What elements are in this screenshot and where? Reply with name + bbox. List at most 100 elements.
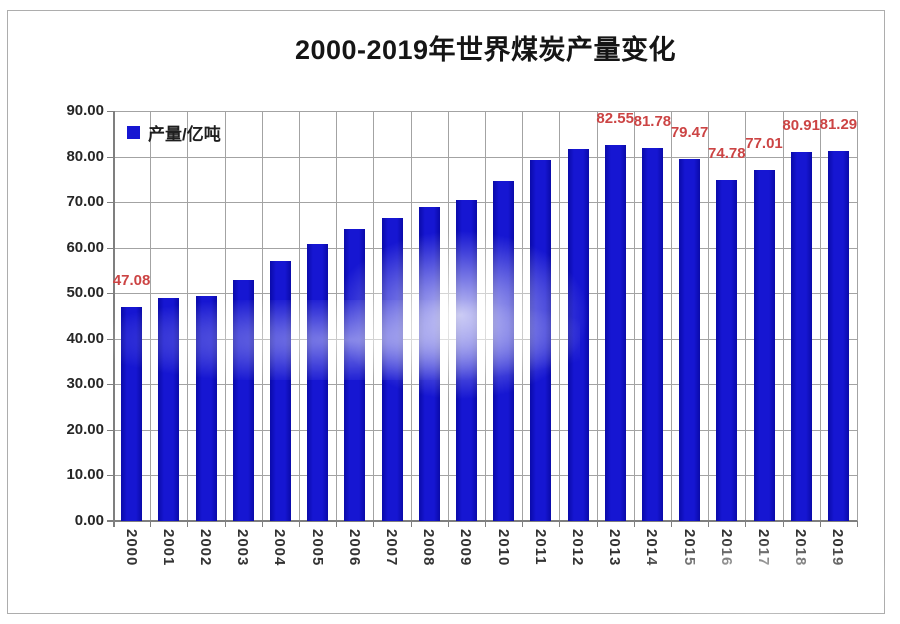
bar-2015 <box>679 158 701 521</box>
v-gridline-9 <box>447 111 449 521</box>
x-tick-8 <box>410 521 412 527</box>
bar-2003 <box>232 279 254 521</box>
x-label-2007: 2007 <box>383 529 400 567</box>
x-tick-1 <box>150 521 152 527</box>
data-label-2015: 79.47 <box>670 123 709 141</box>
y-tick-2 <box>107 429 113 431</box>
y-tick-9 <box>107 111 113 112</box>
y-label-20.00: 20.00 <box>66 420 104 438</box>
bar-2018 <box>790 152 812 521</box>
y-label-70.00: 70.00 <box>66 193 104 211</box>
v-gridline-14 <box>633 111 635 521</box>
y-tick-1 <box>107 475 113 477</box>
x-label-2006: 2006 <box>345 529 363 567</box>
bar-2001 <box>158 298 180 521</box>
bar-2012 <box>567 149 589 521</box>
bar-2002 <box>195 295 217 521</box>
bar-2013 <box>604 144 626 521</box>
y-tick-6 <box>107 247 113 249</box>
x-label-2001: 2001 <box>159 529 177 567</box>
x-label-2019: 2019 <box>829 529 847 567</box>
x-label-2004: 2004 <box>271 529 289 567</box>
data-label-2019: 81.29 <box>819 115 858 133</box>
y-tick-8 <box>107 156 113 158</box>
x-tick-16 <box>708 521 710 527</box>
bar-2019 <box>827 150 849 521</box>
bar-2009 <box>455 200 477 521</box>
x-label-2016: 2016 <box>717 529 735 567</box>
v-gridline-5 <box>299 111 300 521</box>
x-label-2018: 2018 <box>792 529 810 567</box>
bar-2005 <box>307 243 329 521</box>
x-label-2010: 2010 <box>494 529 512 567</box>
data-label-2013: 82.55 <box>596 109 634 127</box>
x-label-2005: 2005 <box>308 529 326 567</box>
v-gridline-20 <box>857 111 858 521</box>
x-tick-12 <box>559 521 561 527</box>
x-tick-9 <box>447 521 449 527</box>
bar-2010 <box>493 181 515 521</box>
v-gridline-1 <box>150 111 152 521</box>
x-label-2009: 2009 <box>457 529 475 567</box>
y-label-10.00: 10.00 <box>66 466 104 484</box>
y-tick-7 <box>107 202 113 204</box>
v-gridline-17 <box>745 111 747 521</box>
x-tick-15 <box>671 521 672 527</box>
v-gridline-7 <box>373 111 375 521</box>
y-label-90.00: 90.00 <box>66 102 104 119</box>
v-gridline-4 <box>261 111 263 521</box>
x-tick-17 <box>745 521 747 527</box>
x-tick-14 <box>633 521 635 527</box>
data-label-2017: 77.01 <box>745 135 783 153</box>
bar-2006 <box>344 229 366 521</box>
x-tick-13 <box>596 521 598 527</box>
v-gridline-15 <box>671 111 672 521</box>
bar-2004 <box>269 260 291 521</box>
v-gridline-6 <box>336 111 338 521</box>
bar-2011 <box>530 159 552 521</box>
y-axis-line <box>113 111 115 527</box>
legend-label: 产量/亿吨 <box>148 125 221 144</box>
y-label-40.00: 40.00 <box>66 329 104 347</box>
v-gridline-8 <box>410 111 412 521</box>
x-label-2014: 2014 <box>643 529 661 567</box>
y-label-0.00: 0.00 <box>74 512 104 529</box>
legend: 产量/亿吨 <box>127 120 221 145</box>
y-label-60.00: 60.00 <box>66 238 104 256</box>
chart-title: 2000-2019年世界煤炭产量变化 <box>294 35 677 65</box>
x-tick-19 <box>819 521 821 527</box>
x-label-2011: 2011 <box>531 529 549 566</box>
x-label-2012: 2012 <box>569 529 586 567</box>
legend-marker-icon <box>127 126 140 139</box>
y-tick-3 <box>107 384 113 386</box>
x-tick-end <box>857 521 858 527</box>
x-tick-2 <box>187 521 189 527</box>
y-label-80.00: 80.00 <box>66 147 104 165</box>
x-tick-11 <box>522 521 524 527</box>
bar-2000 <box>121 306 143 521</box>
y-tick-5 <box>107 293 113 295</box>
y-tick-0 <box>107 521 113 522</box>
data-label-2014: 81.78 <box>633 113 672 131</box>
x-label-2000: 2000 <box>122 529 140 567</box>
v-gridline-16 <box>708 111 710 521</box>
x-label-2013: 2013 <box>606 529 624 567</box>
x-label-2015: 2015 <box>680 529 698 567</box>
bar-2014 <box>641 148 663 521</box>
x-label-2017: 2017 <box>755 529 772 567</box>
data-label-2000: 47.08 <box>112 271 151 289</box>
x-tick-4 <box>261 521 263 527</box>
x-label-2002: 2002 <box>197 529 214 567</box>
x-tick-6 <box>336 521 338 527</box>
y-tick-4 <box>107 338 113 340</box>
v-gridline-2 <box>187 111 189 521</box>
v-gridline-12 <box>559 111 561 521</box>
v-gridline-19 <box>819 111 821 521</box>
x-tick-7 <box>373 521 375 527</box>
data-label-2016: 74.78 <box>708 145 746 163</box>
x-label-2008: 2008 <box>420 529 438 567</box>
v-gridline-11 <box>522 111 524 521</box>
x-axis-line <box>107 520 857 522</box>
x-tick-10 <box>485 521 486 527</box>
